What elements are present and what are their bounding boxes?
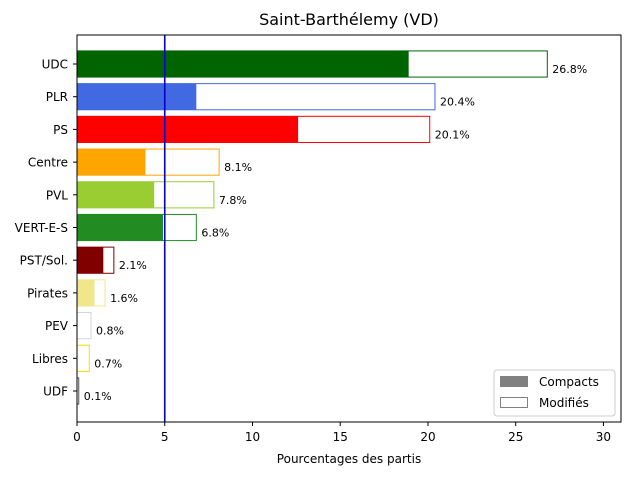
x-tick-label: 25 [508,430,523,444]
y-tick-label: Pirates [27,286,68,300]
bar-modifies-libres [76,344,90,372]
x-tick-label: 30 [596,430,611,444]
bar-modifies-pev [76,312,92,340]
bar-compacts-ps [77,116,299,143]
chart-title: Saint-Barthélemy (VD) [259,10,439,29]
bar-compacts-pvl [77,181,155,208]
y-axis: UDC PLR PS Centre PVL VERT-E-S PST/Sol. Pirates… [15,58,77,399]
y-tick-label: Centre [28,156,68,170]
value-label: 0.8% [96,325,124,338]
y-tick-label: PST/Sol. [20,254,68,268]
y-tick-label: Libres [32,352,68,366]
value-label: 20.4% [440,96,475,109]
legend-label: Modifiés [539,396,589,410]
x-tick-label: 15 [333,430,348,444]
value-label: 6.8% [201,227,229,240]
y-tick-label: PVL [46,188,68,202]
value-label: 26.8% [552,63,587,76]
y-tick-label: PS [53,123,68,137]
bar-compacts-pst-sol- [77,247,104,274]
plot-frame [76,34,622,423]
y-tick-label: UDC [42,58,68,72]
x-tick-label: 5 [161,430,169,444]
bar-compacts-vert-e-s [77,214,163,241]
value-label: 7.8% [219,194,247,207]
bar-compacts-pirates [77,279,95,306]
value-label: 0.7% [94,357,122,370]
x-axis: 0 5 10 15 20 25 30 [73,422,611,444]
legend-swatch-compacts [500,376,528,387]
value-labels-group: 26.8% 20.4% 20.1% 8.1% 7.8% 6.8% 2.1% 1.6% 0.8% 0… [84,63,587,403]
bar-compacts-plr [77,83,197,110]
bar-compacts-centre [77,149,146,176]
y-tick-label: UDF [43,385,68,399]
legend-label: Compacts [539,375,599,389]
x-tick-label: 10 [245,430,260,444]
x-tick-label: 20 [420,430,435,444]
value-label: 0.1% [84,390,112,403]
y-tick-label: PEV [45,319,69,333]
y-tick-label: VERT-E-S [15,221,68,235]
value-label: 1.6% [110,292,138,305]
x-tick-label: 0 [73,430,81,444]
legend-swatch-modifies [500,397,528,408]
value-label: 2.1% [119,259,147,272]
bars-group [76,50,548,405]
value-label: 8.1% [224,161,252,174]
y-tick-label: PLR [46,90,68,104]
legend: Compacts Modifiés [493,369,616,417]
bar-compacts-udc [77,50,409,78]
x-axis-label: Pourcentages des partis [277,452,421,466]
value-label: 20.1% [435,128,470,141]
